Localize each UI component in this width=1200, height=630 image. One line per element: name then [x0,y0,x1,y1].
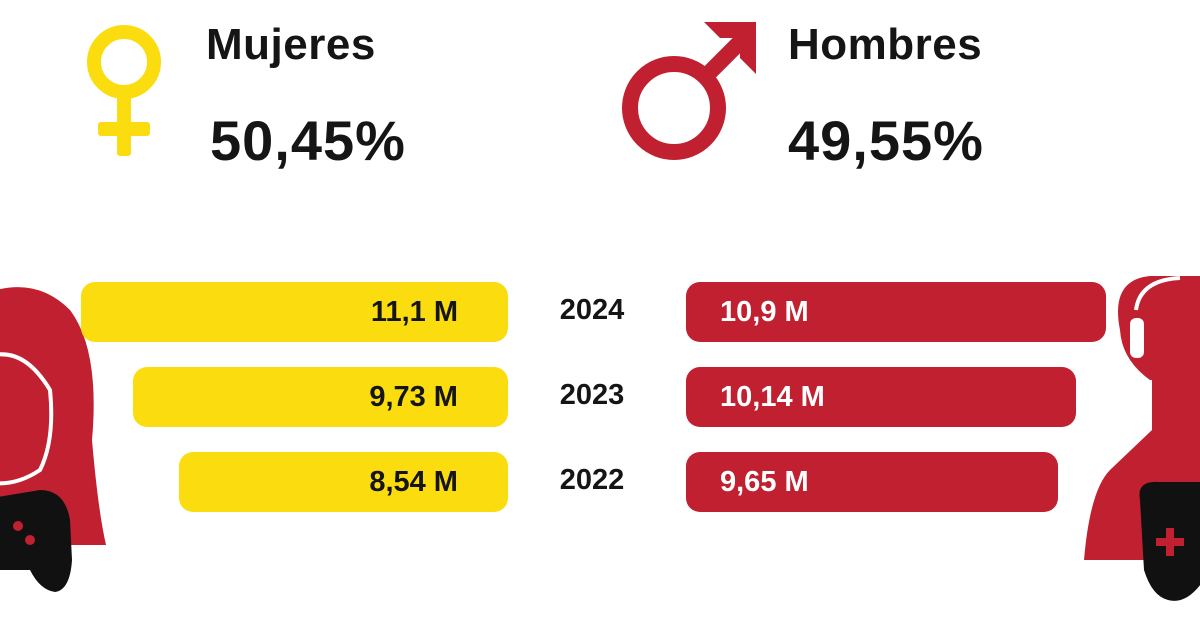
bar-female-label: 11,1 M [370,295,458,328]
female-symbol-icon [87,25,161,156]
bar-male-2024: 10,9 M [686,282,1106,342]
bar-female-2024: 11,1 M [80,282,508,342]
bar-male-label: 10,9 M [720,295,809,328]
male-label: Hombres [788,20,983,69]
bar-male-2023: 10,14 M [686,367,1077,427]
female-percent: 50,45% [210,109,406,172]
female-label: Mujeres [206,20,376,69]
bar-male-label: 10,14 M [720,380,825,413]
bar-female-label: 9,73 M [369,380,458,413]
bar-male-label: 9,65 M [720,465,809,498]
bar-female-label: 8,54 M [369,465,458,498]
male-gamer-icon [1084,276,1200,601]
bar-female-2022: 8,54 M [179,452,508,512]
female-gamer-icon [0,287,106,592]
bar-male-2022: 9,65 M [686,452,1058,512]
year-label: 2023 [559,379,625,411]
year-label: 2024 [559,294,625,326]
male-symbol-icon [622,22,756,160]
male-percent: 49,55% [788,109,984,172]
year-label: 2022 [559,464,625,496]
bar-female-2023: 9,73 M [133,367,508,427]
